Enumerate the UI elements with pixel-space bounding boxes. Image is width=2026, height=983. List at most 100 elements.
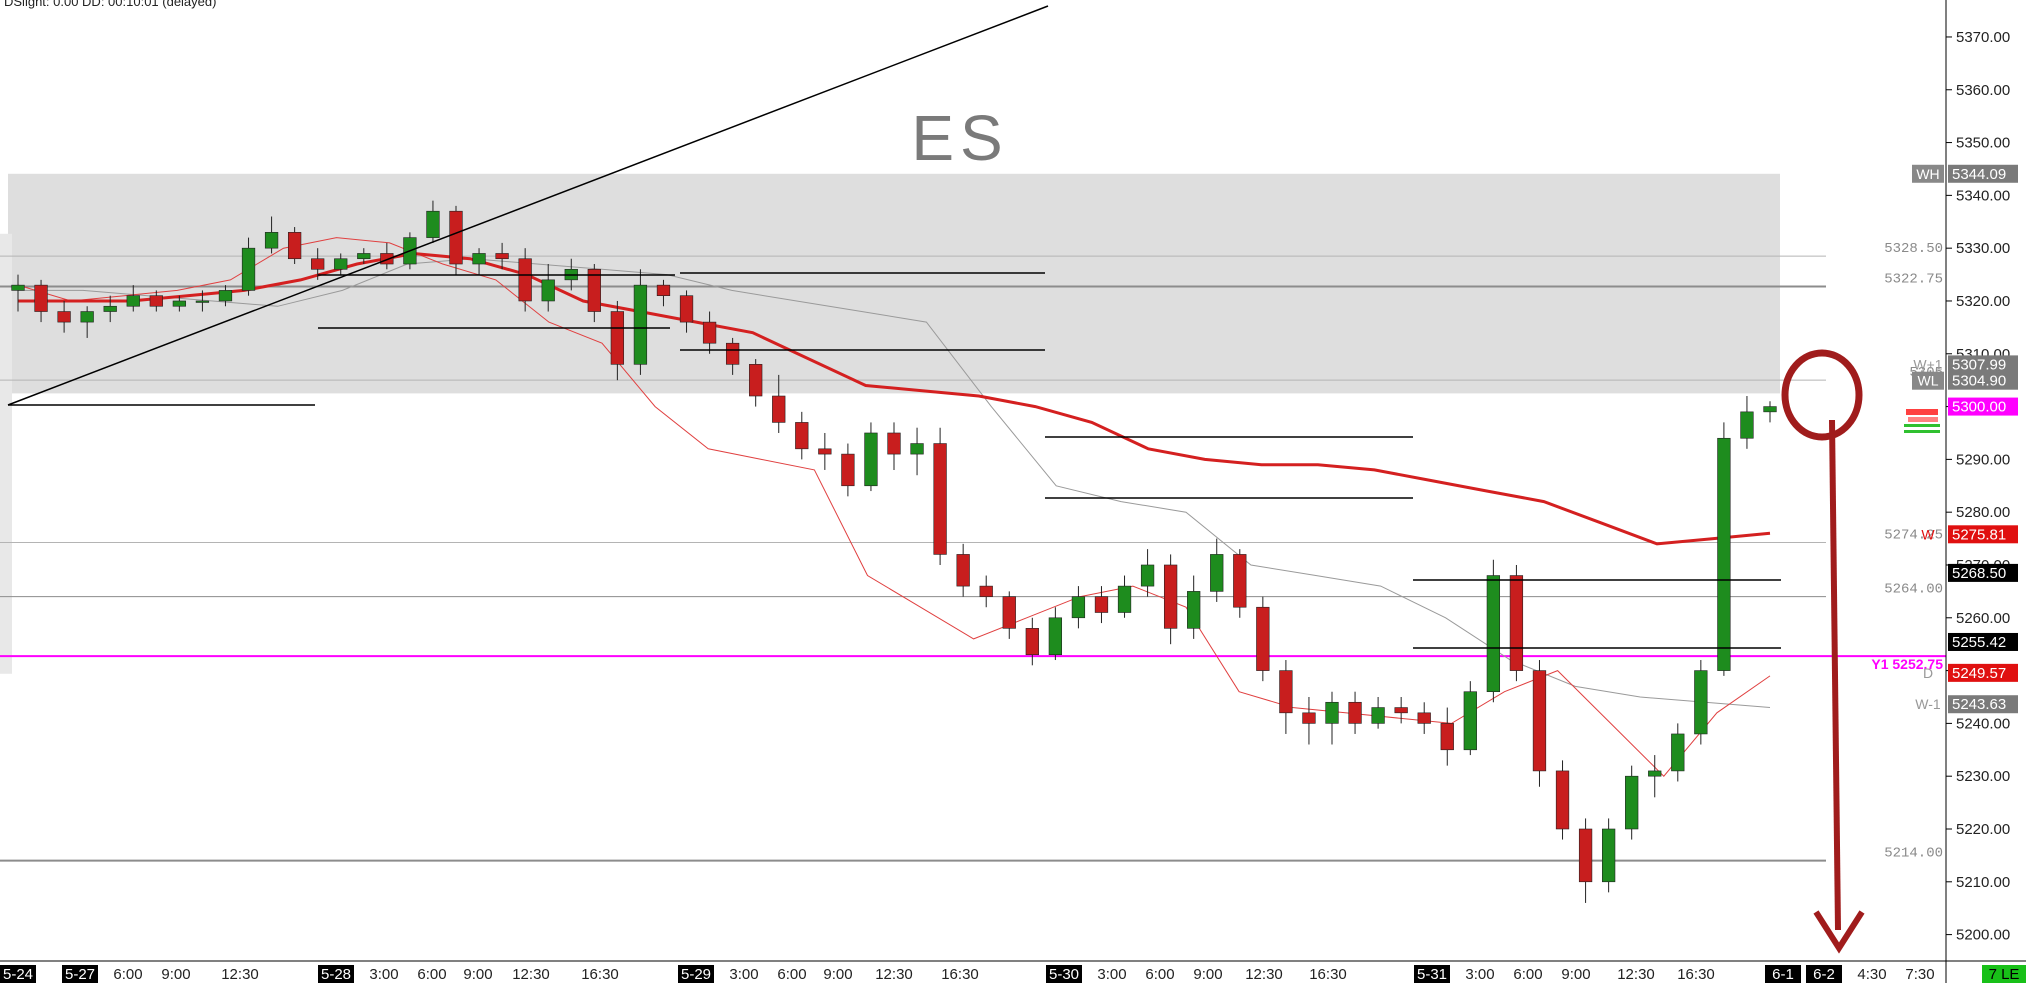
candle-body: [933, 443, 947, 555]
x-tick-label: 4:30: [1857, 966, 1886, 983]
candle-body: [679, 295, 694, 323]
flow-marker: [1904, 430, 1940, 433]
candle-body: [1279, 670, 1293, 714]
candle: [795, 411, 809, 460]
price-tag-value: 5255.42: [1952, 634, 2006, 651]
candle-body: [864, 432, 878, 487]
price-tag-value: 5300.00: [1952, 399, 2006, 416]
candle-body: [633, 284, 648, 365]
candle: [34, 279, 48, 323]
candle: [195, 290, 210, 312]
gray-average-line: [18, 258, 1771, 708]
price-tag: 5243.63 W-1: [1915, 695, 2018, 714]
candle-body: [910, 443, 924, 455]
x-tick-label: 16:30: [581, 966, 619, 983]
candle-body: [1210, 554, 1224, 592]
candle-body: [656, 284, 671, 296]
candle-body: [57, 311, 71, 323]
candle: [1094, 586, 1109, 624]
candle-body: [1348, 701, 1362, 724]
trend-line: [7, 5, 1049, 406]
candle-body: [1601, 828, 1616, 883]
candle-body: [449, 210, 463, 265]
candle: [11, 274, 25, 312]
price-tag-label: W-1: [1915, 696, 1941, 712]
corner-label: 7 LE: [1989, 966, 2020, 983]
candle: [80, 306, 94, 338]
candle: [449, 205, 463, 275]
x-tick-label: 16:30: [941, 966, 979, 983]
candle: [1002, 591, 1016, 639]
x-tick-label: 12:30: [221, 966, 259, 983]
price-tag-bg: [1948, 371, 2018, 390]
candle: [1187, 575, 1201, 639]
x-tick-label: 9:00: [463, 966, 492, 983]
candle-body: [1302, 712, 1316, 724]
x-tick-date-bg: [1414, 965, 1450, 983]
candle: [725, 337, 740, 375]
candle-body: [725, 342, 740, 365]
candle-body: [1163, 564, 1178, 629]
candle-body: [495, 253, 509, 260]
price-tag-bg: [1948, 563, 2018, 582]
price-tag-bg: [1948, 663, 2018, 682]
candle-body: [1256, 606, 1270, 671]
price-tag-bg: [1948, 695, 2018, 714]
candle-body: [1417, 712, 1431, 724]
candle-body: [1740, 411, 1754, 439]
candle: [702, 311, 717, 354]
x-tick-label: 5-31: [1417, 966, 1447, 983]
annotation-arrow-head: [1813, 910, 1865, 954]
x-tick-label: 5-30: [1049, 966, 1079, 983]
candle: [1717, 422, 1731, 676]
value-area-zone: [8, 173, 1780, 394]
candle-body: [195, 300, 210, 303]
candle-body: [1002, 596, 1016, 629]
price-tag-bg: [1948, 397, 2018, 416]
candle: [57, 300, 71, 333]
candle-body: [34, 284, 48, 312]
candle: [633, 269, 648, 375]
candle: [1532, 660, 1547, 787]
candle-body: [702, 321, 717, 344]
price-tag-value: 5275.81: [1952, 526, 2006, 543]
candle-body: [1532, 670, 1547, 772]
candle: [1648, 755, 1662, 798]
x-tick-label: 9:00: [1561, 966, 1590, 983]
candle-body: [979, 585, 993, 597]
price-tag: 5255.42: [1948, 632, 2018, 651]
x-tick-label: 6-1: [1772, 966, 1794, 983]
chart-title: ES: [911, 102, 1008, 174]
candle: [1555, 760, 1570, 840]
candle-body: [887, 432, 901, 455]
candle-body: [1463, 691, 1477, 751]
candle: [979, 575, 993, 608]
candle-body: [772, 395, 786, 423]
candle: [1671, 723, 1685, 782]
candle-body: [541, 279, 555, 302]
price-tag: 5268.50: [1948, 563, 2018, 582]
price-tag-label: WL: [1918, 373, 1939, 389]
candle: [334, 253, 348, 275]
x-tick-label: 3:00: [729, 966, 758, 983]
y-tick-label: 5220.00: [1956, 821, 2010, 838]
y-tick-label: 5280.00: [1956, 504, 2010, 521]
corner-badge: [1982, 965, 2026, 983]
candle-body: [1555, 770, 1570, 830]
candle: [241, 237, 256, 296]
candle-body: [11, 284, 25, 291]
candle-body: [1025, 628, 1039, 656]
candle: [1371, 696, 1385, 729]
y-axis-panel: [1946, 0, 2026, 983]
x-tick-label: 5-27: [65, 966, 95, 983]
candle: [841, 443, 855, 497]
candle-body: [1187, 591, 1201, 629]
candle: [1578, 818, 1593, 903]
x-tick-label: 6:00: [1513, 966, 1542, 983]
y-tick-label: 5210.00: [1956, 874, 2010, 891]
candle-body: [1648, 770, 1662, 777]
candle-body: [1140, 564, 1155, 587]
price-tag-bg: [1948, 164, 2018, 183]
